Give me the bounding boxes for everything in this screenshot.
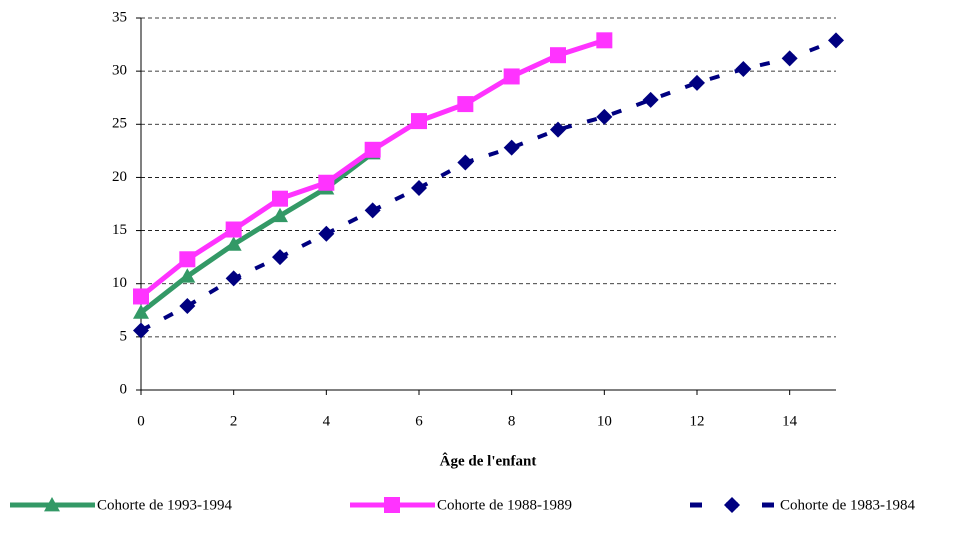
marker — [318, 225, 335, 242]
x-tick-label: 12 — [690, 413, 705, 429]
x-tick-label: 8 — [508, 413, 516, 429]
marker — [272, 249, 288, 266]
marker — [225, 236, 242, 251]
marker — [550, 47, 566, 64]
marker — [384, 497, 400, 513]
marker — [364, 202, 381, 219]
legend-label: Cohorte de 1988-1989 — [437, 497, 572, 513]
marker — [133, 288, 149, 305]
x-tick-label: 6 — [415, 413, 423, 429]
marker — [411, 113, 427, 130]
x-tick-label: 14 — [782, 413, 798, 429]
legend-label: Cohorte de 1983-1984 — [780, 497, 915, 513]
x-tick-label: 10 — [597, 413, 612, 429]
marker — [318, 174, 335, 191]
y-tick-label: 30 — [112, 63, 127, 79]
x-axis-label: Âge de l'enfant — [440, 452, 537, 469]
marker — [179, 268, 196, 283]
marker — [179, 251, 196, 268]
marker — [44, 497, 60, 512]
series-line — [140, 38, 837, 333]
marker — [225, 221, 242, 238]
x-tick-label: 4 — [323, 413, 331, 429]
marker — [133, 304, 149, 319]
marker — [642, 91, 659, 108]
marker — [272, 207, 288, 223]
y-tick-label: 20 — [112, 169, 127, 185]
y-tick-label: 10 — [112, 275, 127, 291]
marker — [781, 50, 798, 67]
y-tick-label: 35 — [112, 9, 127, 25]
x-tick-label: 0 — [137, 413, 145, 429]
marker — [179, 298, 196, 315]
marker — [724, 497, 740, 513]
y-tick-label: 15 — [112, 222, 127, 238]
marker — [411, 180, 427, 197]
marker — [596, 32, 613, 49]
y-tick-label: 0 — [120, 381, 128, 397]
marker — [457, 154, 474, 171]
marker — [225, 270, 242, 287]
marker — [735, 61, 752, 78]
legend-label: Cohorte de 1993-1994 — [97, 497, 232, 513]
marker — [596, 108, 613, 125]
marker — [550, 121, 566, 138]
marker — [457, 96, 474, 113]
marker — [828, 32, 844, 49]
marker — [272, 190, 288, 207]
marker — [503, 68, 520, 85]
y-tick-label: 5 — [120, 328, 128, 344]
marker — [364, 141, 381, 158]
y-tick-label: 25 — [112, 116, 127, 132]
marker — [133, 322, 149, 339]
x-tick-label: 2 — [230, 413, 238, 429]
marker — [689, 74, 705, 91]
marker — [503, 139, 520, 156]
